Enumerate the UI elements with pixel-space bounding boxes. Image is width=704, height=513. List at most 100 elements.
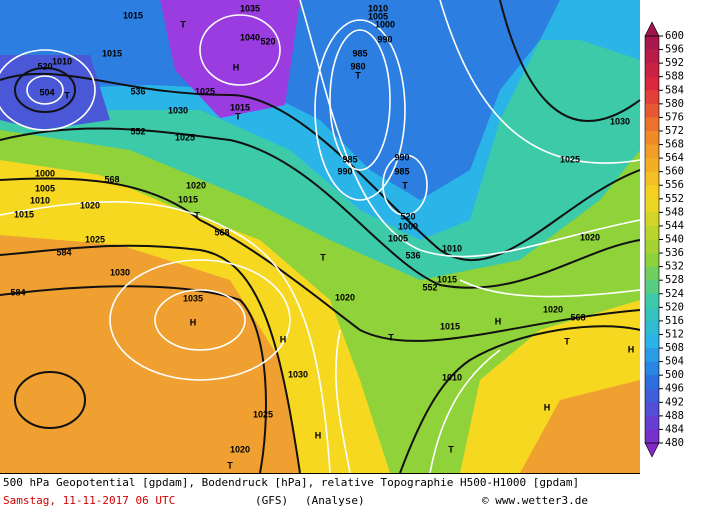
contour-label: 1010 (30, 195, 50, 205)
pressure-center-label: H (495, 316, 502, 326)
contour-label: 1015 (123, 10, 143, 20)
contour-label: 1005 (35, 183, 55, 193)
contour-label: 980 (350, 61, 365, 71)
contour-label: 1015 (437, 274, 457, 284)
colorbar-label: 532 (665, 261, 684, 273)
contour-label: 1020 (186, 180, 206, 190)
colorbar-segment (645, 225, 659, 240)
colorbar-segment (645, 36, 659, 51)
colorbar-segment (645, 198, 659, 213)
colorbar-label: 516 (665, 315, 684, 327)
pressure-isobars (0, 0, 641, 474)
contour-label: 1025 (175, 132, 195, 142)
isobar (382, 154, 428, 216)
colorbar-label: 596 (665, 44, 684, 56)
colorbar-label: 556 (665, 179, 684, 191)
colorbar-label: 536 (665, 247, 684, 259)
contour-label: 520 (37, 61, 52, 71)
contour-label: 584 (56, 247, 71, 257)
contour-label: 504 (39, 87, 54, 97)
footer-title: 500 hPa Geopotential [gpdam], Bodendruck… (3, 476, 579, 489)
colorbar-segment (645, 402, 659, 417)
colorbar-label: 524 (665, 288, 684, 300)
contour-label: 990 (394, 152, 409, 162)
colorbar-label: 540 (665, 234, 684, 246)
footer-run: (Analyse) (305, 494, 365, 507)
pressure-center-label: T (448, 444, 454, 454)
colorbar-label: 492 (665, 396, 684, 408)
colorbar-label: 576 (665, 111, 684, 123)
contour-label: 568 (570, 312, 585, 322)
contour-label: 1030 (168, 105, 188, 115)
colorbar-label: 592 (665, 57, 684, 69)
isobar (439, 0, 641, 164)
contour-label: 1025 (560, 154, 580, 164)
colorbar-segment (645, 361, 659, 376)
contour-label: 1010 (52, 56, 72, 66)
contour-line (399, 325, 641, 474)
footer-background (0, 473, 640, 513)
colorbar-segment (645, 212, 659, 227)
colorbar-label: 520 (665, 301, 684, 313)
contour-line (0, 72, 641, 262)
contour-label: 985 (394, 166, 409, 176)
isobar (0, 49, 96, 131)
footer-date: Samstag, 11-11-2017 06 UTC (3, 494, 175, 507)
pressure-center-label: T (320, 252, 326, 262)
contour-label: 1010 (368, 3, 388, 13)
colorbar-top-arrow (644, 21, 660, 37)
contour-label: 552 (130, 126, 145, 136)
contour-line (499, 0, 641, 122)
contour-label: 1000 (375, 19, 395, 29)
isobar (0, 201, 331, 474)
pressure-center-label: H (233, 62, 240, 72)
contour-label: 1005 (368, 11, 388, 21)
pressure-center-label: T (402, 180, 408, 190)
colorbar-segment (645, 185, 659, 200)
pressure-center-label: H (190, 317, 197, 327)
colorbar-segment (645, 144, 659, 159)
isobar (459, 279, 641, 298)
colorbar-segment (645, 90, 659, 105)
contour-label: 552 (422, 282, 437, 292)
contour-label: 520 (260, 36, 275, 46)
pressure-center-label: T (64, 90, 70, 100)
isobar (335, 329, 351, 474)
pressure-center-label: H (280, 334, 287, 344)
colorbar-segment (645, 49, 659, 64)
contour-label: 520 (400, 211, 415, 221)
colorbar-label: 508 (665, 342, 684, 354)
colorbar-label: 584 (665, 84, 684, 96)
contour-label: 1020 (80, 200, 100, 210)
isobar (154, 289, 246, 351)
colorbar-label: 568 (665, 139, 684, 151)
colorbar-label: 600 (665, 30, 684, 42)
footer-model: (GFS) (255, 494, 288, 507)
colorbar-label: 528 (665, 274, 684, 286)
colorbar-segment (645, 76, 659, 91)
isobar (26, 75, 64, 105)
contour-label: 584 (10, 287, 25, 297)
contour-label: 1010 (442, 243, 462, 253)
colorbar-segment (645, 280, 659, 295)
colorbar-segment (645, 348, 659, 363)
colorbar-segment (645, 253, 659, 268)
pressure-center-label: T (180, 19, 186, 29)
footer-credit[interactable]: © www.wetter3.de (482, 494, 588, 507)
contour-label: 985 (342, 154, 357, 164)
contour-label: 1020 (335, 292, 355, 302)
contour-label: 990 (377, 34, 392, 44)
colorbar-label: 588 (665, 71, 684, 83)
colorbar-segment (645, 130, 659, 146)
isobar (199, 14, 281, 86)
isobar (299, 0, 641, 258)
colorbar-bottom-arrow (644, 442, 660, 458)
contour-label: 1015 (230, 102, 250, 112)
colorbar-label: 500 (665, 369, 684, 381)
colorbar-segment (645, 117, 659, 132)
pressure-center-label: T (564, 336, 570, 346)
contour-label: 990 (337, 166, 352, 176)
colorbar-label: 484 (665, 423, 684, 435)
